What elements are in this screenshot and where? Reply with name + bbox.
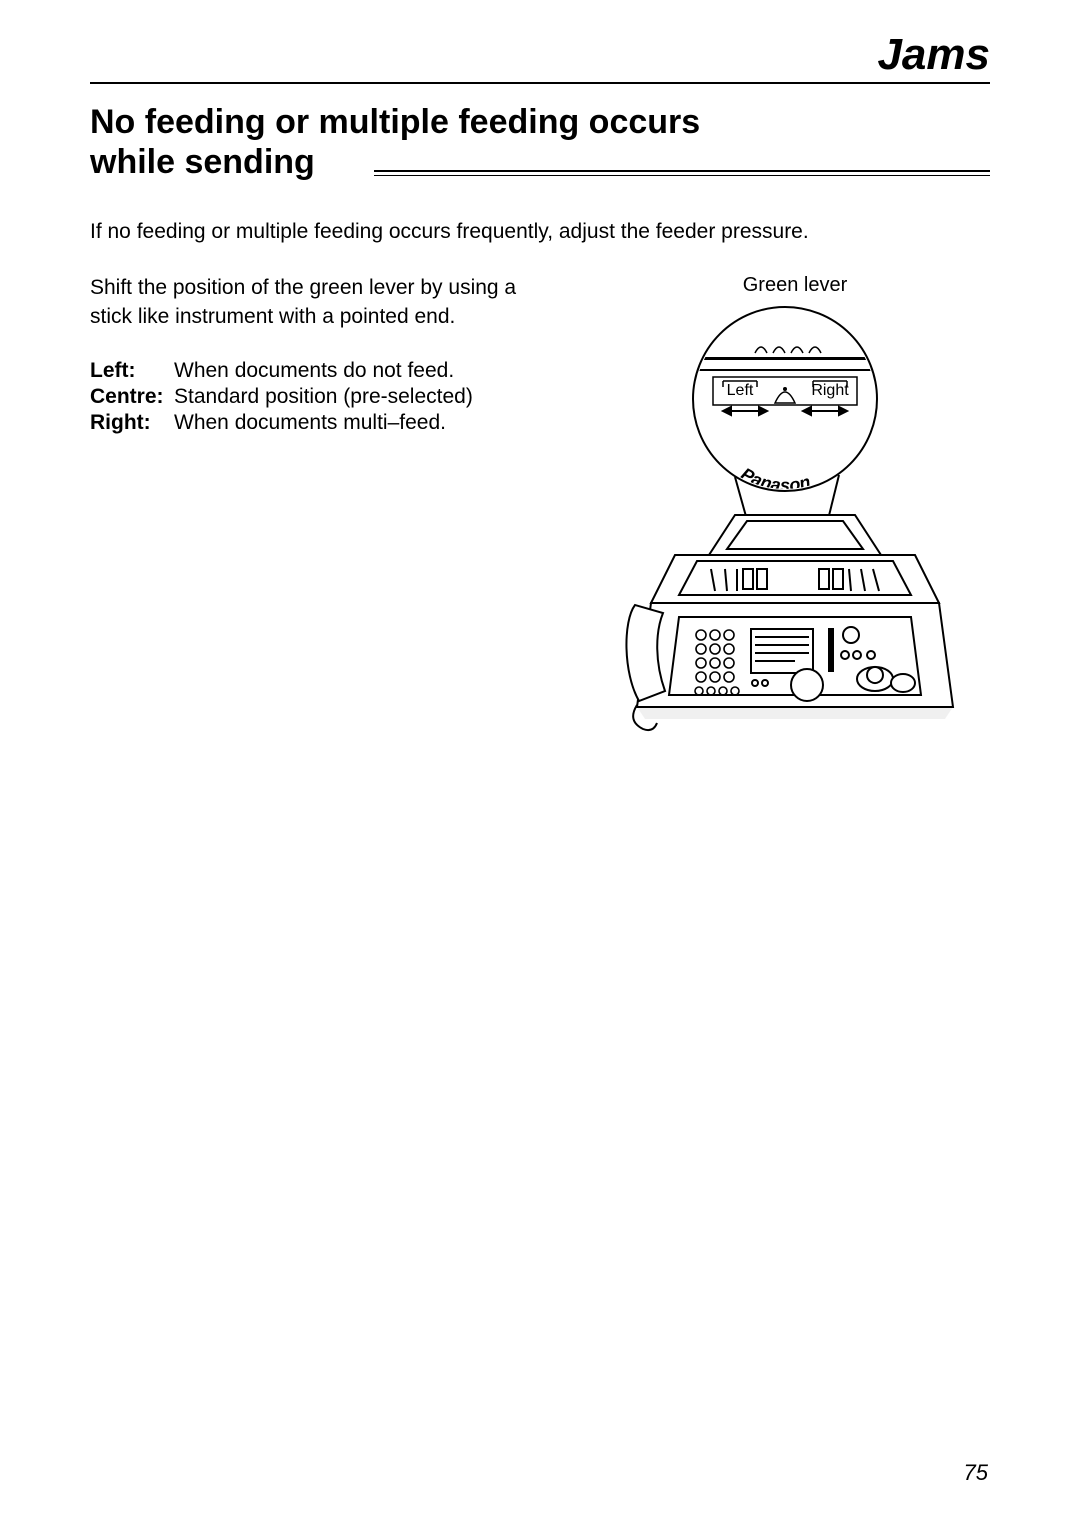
definition-value: Standard position (pre-selected): [174, 385, 560, 409]
definition-row: Centre: Standard position (pre-selected): [90, 385, 560, 409]
subtitle-line-1: No feeding or multiple feeding occurs: [90, 103, 700, 141]
definition-row: Right: When documents multi–feed.: [90, 411, 560, 435]
lead-paragraph: Shift the position of the green lever by…: [90, 274, 560, 331]
inset-right-label: Right: [811, 382, 849, 399]
subtitle-rule: [374, 170, 990, 176]
figure-inset: Left Right: [693, 307, 877, 495]
subtitle-block: No feeding or multiple feeding occurs wh…: [90, 102, 990, 182]
figure-caption: Green lever: [600, 274, 990, 297]
definition-label: Centre:: [90, 385, 174, 409]
definition-row: Left: When documents do not feed.: [90, 359, 560, 383]
intro-paragraph: If no feeding or multiple feeding occurs…: [90, 220, 990, 244]
definition-label: Right:: [90, 411, 174, 435]
definition-list: Left: When documents do not feed. Centre…: [90, 359, 560, 435]
fax-machine: [626, 515, 953, 730]
definition-value: When documents multi–feed.: [174, 411, 560, 435]
page-number: 75: [964, 1460, 988, 1486]
subtitle-line-2: while sending: [90, 143, 315, 181]
definition-value: When documents do not feed.: [174, 359, 560, 383]
definition-label: Left:: [90, 359, 174, 383]
section-header: Jams: [90, 30, 990, 84]
inset-left-label: Left: [727, 382, 754, 399]
figure-illustration: Left Right: [615, 303, 975, 773]
